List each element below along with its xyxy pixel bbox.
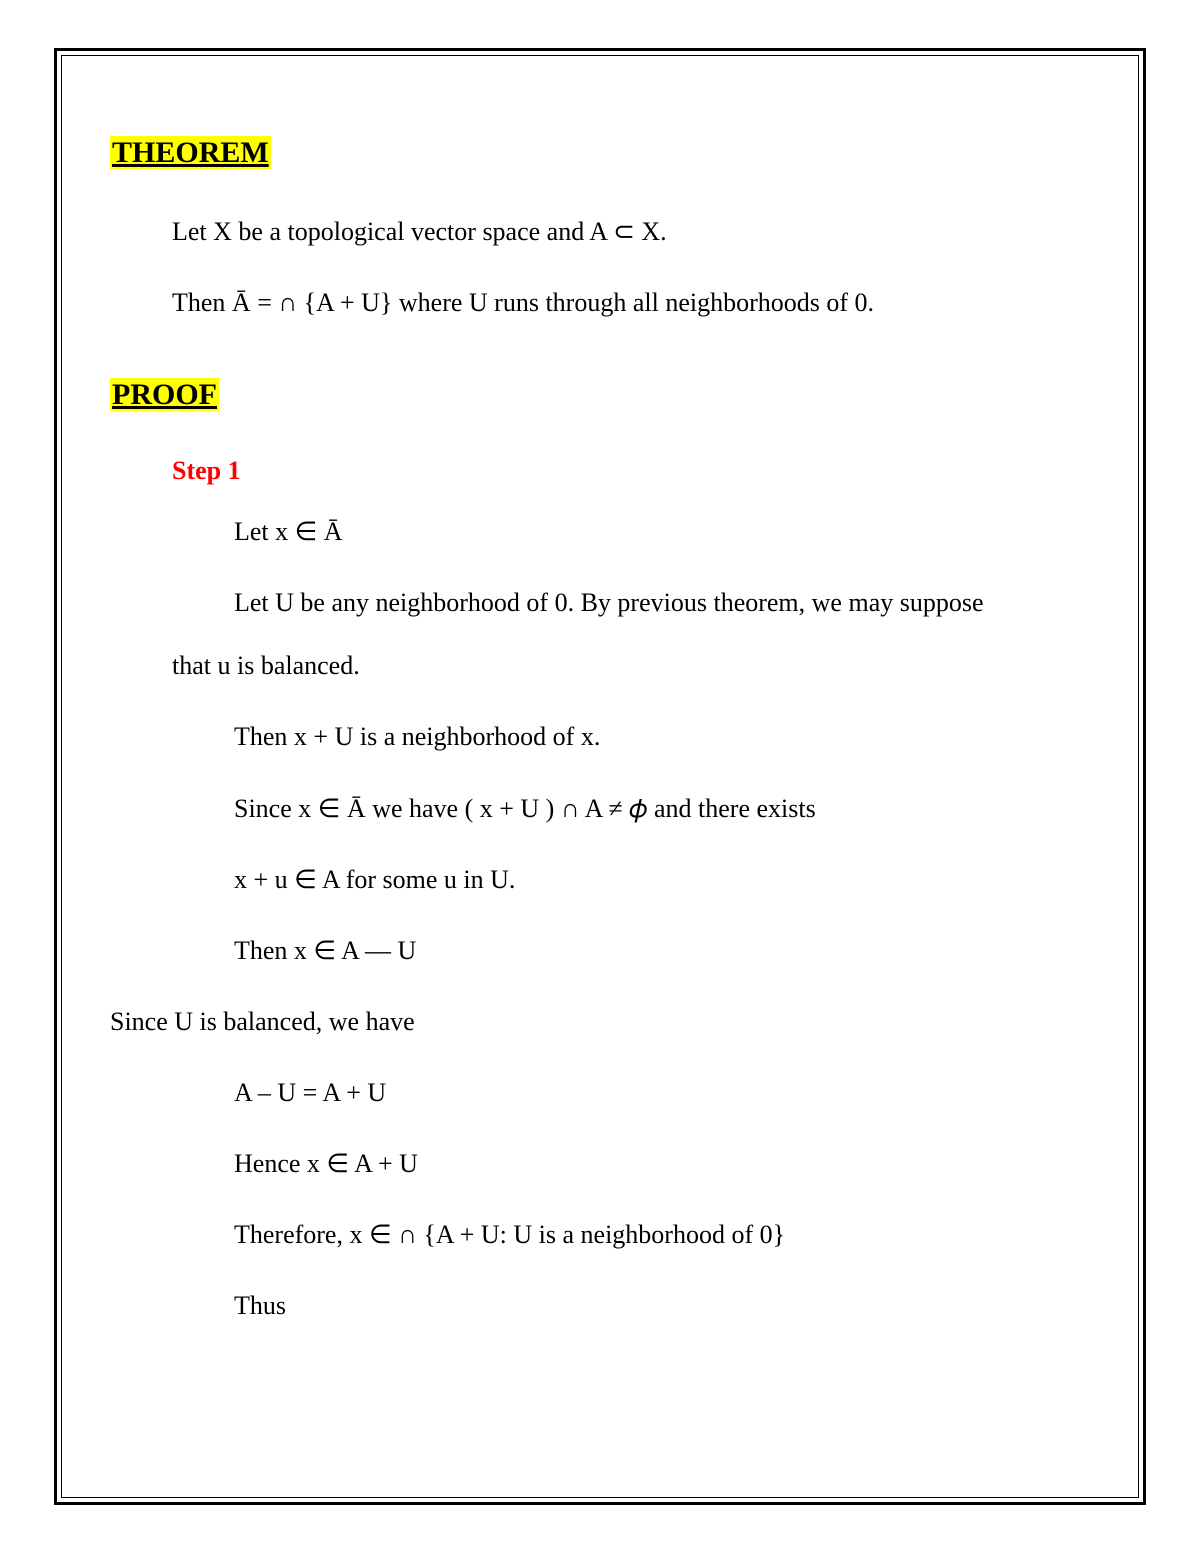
page: THEOREM Let X be a topological vector sp… bbox=[0, 0, 1200, 1553]
theorem-line-2: Then Ā = ∩ {A + U} where U runs through … bbox=[172, 285, 1090, 320]
step-1-heading: Step 1 bbox=[172, 456, 1090, 486]
proof-line-2a: Let U be any neighborhood of 0. By previ… bbox=[234, 585, 1090, 620]
proof-line-8: A – U = A + U bbox=[234, 1075, 1090, 1110]
proof-line-3: Then x + U is a neighborhood of x. bbox=[234, 719, 1090, 754]
theorem-body: Let X be a topological vector space and … bbox=[110, 214, 1090, 320]
inner-border: THEOREM Let X be a topological vector sp… bbox=[61, 55, 1139, 1498]
outer-border: THEOREM Let X be a topological vector sp… bbox=[54, 48, 1146, 1505]
proof-line-5: x + u ∈ A for some u in U. bbox=[234, 862, 1090, 897]
proof-heading-wrap: PROOF bbox=[110, 378, 1090, 412]
proof-line-1: Let x ∈ Ā bbox=[234, 514, 1090, 549]
step-1-body: Let x ∈ Ā Let U be any neighborhood of 0… bbox=[172, 514, 1090, 620]
step-1-body-cont: Then x + U is a neighborhood of x. Since… bbox=[172, 719, 1090, 967]
proof-line-10: Therefore, x ∈ ∩ {A + U: U is a neighbor… bbox=[234, 1217, 1090, 1252]
theorem-heading-wrap: THEOREM bbox=[110, 136, 1090, 170]
spacer bbox=[110, 356, 1090, 378]
proof-body: Step 1 Let x ∈ Ā Let U be any neighborho… bbox=[110, 456, 1090, 1323]
proof-line-9: Hence x ∈ A + U bbox=[234, 1146, 1090, 1181]
theorem-heading: THEOREM bbox=[110, 136, 271, 169]
proof-line-6: Then x ∈ A — U bbox=[234, 933, 1090, 968]
proof-line-11: Thus bbox=[234, 1288, 1090, 1323]
proof-line-2b: that u is balanced. bbox=[172, 648, 1090, 683]
theorem-line-1: Let X be a topological vector space and … bbox=[172, 214, 1090, 249]
step-1-body-cont2: A – U = A + U Hence x ∈ A + U Therefore,… bbox=[172, 1075, 1090, 1323]
proof-heading: PROOF bbox=[110, 378, 219, 411]
proof-line-4: Since x ∈ Ā we have ( x + U ) ∩ A ≠ 𝜙 an… bbox=[234, 791, 1090, 826]
proof-line-7: Since U is balanced, we have bbox=[110, 1004, 1090, 1039]
